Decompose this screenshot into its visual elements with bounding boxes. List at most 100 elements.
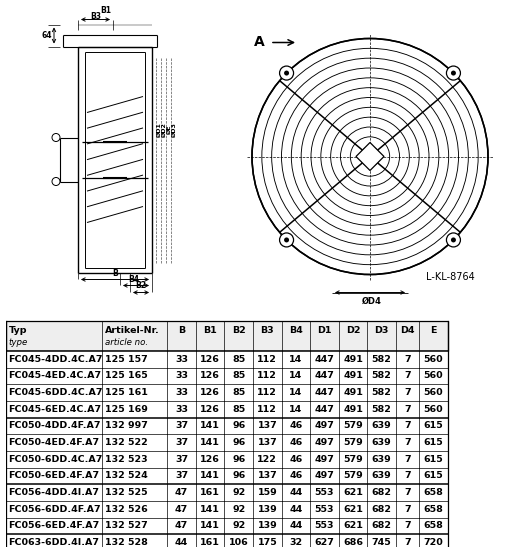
Text: ØD4: ØD4 bbox=[362, 296, 382, 305]
Text: 132 523: 132 523 bbox=[105, 455, 147, 464]
Text: 46: 46 bbox=[289, 471, 303, 480]
Text: 141: 141 bbox=[200, 438, 220, 447]
Text: 132 524: 132 524 bbox=[105, 471, 147, 480]
Text: 37: 37 bbox=[175, 455, 188, 464]
Text: 33: 33 bbox=[175, 371, 188, 381]
Text: 621: 621 bbox=[343, 521, 363, 530]
Text: 64: 64 bbox=[41, 31, 52, 40]
Text: 47: 47 bbox=[175, 488, 189, 497]
Text: 491: 491 bbox=[343, 388, 363, 397]
Text: 175: 175 bbox=[258, 538, 277, 547]
Text: 137: 137 bbox=[258, 438, 277, 447]
Text: 682: 682 bbox=[372, 488, 391, 497]
Text: 92: 92 bbox=[232, 488, 245, 497]
Text: 126: 126 bbox=[200, 371, 220, 381]
Text: 92: 92 bbox=[232, 505, 245, 514]
Text: 125 165: 125 165 bbox=[105, 371, 147, 381]
Circle shape bbox=[284, 70, 289, 75]
Text: 14: 14 bbox=[289, 405, 303, 414]
Text: 112: 112 bbox=[258, 355, 277, 364]
Text: A: A bbox=[254, 36, 265, 50]
Text: 159: 159 bbox=[258, 488, 277, 497]
Bar bbox=[6, 534, 448, 550]
Text: 447: 447 bbox=[314, 388, 335, 397]
Text: 686: 686 bbox=[343, 538, 363, 547]
Text: 582: 582 bbox=[372, 405, 391, 414]
Text: FC045-6DD.4C.A7: FC045-6DD.4C.A7 bbox=[8, 388, 103, 397]
Bar bbox=[6, 501, 448, 518]
Text: FC045-4ED.4C.A7: FC045-4ED.4C.A7 bbox=[8, 371, 101, 381]
Text: 37: 37 bbox=[175, 438, 188, 447]
Text: 615: 615 bbox=[424, 455, 443, 464]
Text: 560: 560 bbox=[424, 405, 443, 414]
Text: FC050-6ED.4F.A7: FC050-6ED.4F.A7 bbox=[8, 471, 100, 480]
Text: 560: 560 bbox=[424, 388, 443, 397]
Text: 7: 7 bbox=[404, 388, 411, 397]
Text: D3: D3 bbox=[374, 326, 389, 336]
Text: 14: 14 bbox=[289, 371, 303, 381]
Text: 112: 112 bbox=[258, 371, 277, 381]
Text: 106: 106 bbox=[229, 538, 249, 547]
Text: 33: 33 bbox=[175, 355, 188, 364]
Text: 137: 137 bbox=[258, 421, 277, 431]
Text: D4: D4 bbox=[400, 326, 415, 336]
Text: L-KL-8764: L-KL-8764 bbox=[426, 272, 475, 283]
Text: 44: 44 bbox=[289, 505, 303, 514]
Text: D1: D1 bbox=[317, 326, 332, 336]
Text: 126: 126 bbox=[200, 455, 220, 464]
Text: 132 525: 132 525 bbox=[105, 488, 147, 497]
Text: 47: 47 bbox=[175, 505, 189, 514]
Text: FC056-6DD.4F.A7: FC056-6DD.4F.A7 bbox=[8, 505, 101, 514]
Text: 7: 7 bbox=[404, 438, 411, 447]
Text: 126: 126 bbox=[200, 405, 220, 414]
Circle shape bbox=[447, 233, 460, 247]
Text: 96: 96 bbox=[232, 438, 245, 447]
Circle shape bbox=[279, 66, 294, 80]
Text: 44: 44 bbox=[175, 538, 189, 547]
Bar bbox=[6, 384, 448, 401]
Text: 112: 112 bbox=[258, 388, 277, 397]
Text: 126: 126 bbox=[200, 355, 220, 364]
Text: 112: 112 bbox=[258, 405, 277, 414]
Circle shape bbox=[284, 238, 289, 243]
Text: 582: 582 bbox=[372, 355, 391, 364]
Text: 639: 639 bbox=[372, 455, 391, 464]
Text: 46: 46 bbox=[289, 438, 303, 447]
Text: 141: 141 bbox=[200, 471, 220, 480]
Text: 560: 560 bbox=[424, 355, 443, 364]
Text: 139: 139 bbox=[258, 521, 277, 530]
Text: 615: 615 bbox=[424, 438, 443, 447]
Text: 447: 447 bbox=[314, 355, 335, 364]
Text: 85: 85 bbox=[232, 405, 245, 414]
Text: 639: 639 bbox=[372, 421, 391, 431]
Bar bbox=[6, 451, 448, 468]
Text: 560: 560 bbox=[424, 371, 443, 381]
Text: 141: 141 bbox=[200, 421, 220, 431]
Text: 33: 33 bbox=[175, 388, 188, 397]
Text: B2: B2 bbox=[135, 280, 147, 289]
Text: 7: 7 bbox=[404, 421, 411, 431]
Text: 447: 447 bbox=[314, 371, 335, 381]
Text: 141: 141 bbox=[200, 521, 220, 530]
Text: 14: 14 bbox=[289, 388, 303, 397]
Text: 615: 615 bbox=[424, 471, 443, 480]
Circle shape bbox=[279, 233, 294, 247]
Bar bbox=[6, 484, 448, 501]
Circle shape bbox=[451, 70, 456, 75]
Text: 46: 46 bbox=[289, 455, 303, 464]
Text: B1: B1 bbox=[203, 326, 217, 336]
Text: 125 169: 125 169 bbox=[105, 405, 148, 414]
Text: FC045-4DD.4C.A7: FC045-4DD.4C.A7 bbox=[8, 355, 103, 364]
Circle shape bbox=[451, 238, 456, 243]
Text: 32: 32 bbox=[289, 538, 303, 547]
Text: 132 526: 132 526 bbox=[105, 505, 147, 514]
Bar bbox=[6, 351, 448, 367]
Text: ØD1: ØD1 bbox=[157, 122, 162, 137]
Text: 139: 139 bbox=[258, 505, 277, 514]
Text: 92: 92 bbox=[232, 521, 245, 530]
Text: ØE: ØE bbox=[167, 125, 172, 134]
Text: 621: 621 bbox=[343, 488, 363, 497]
Text: D2: D2 bbox=[346, 326, 360, 336]
Text: 658: 658 bbox=[424, 488, 443, 497]
Text: B4: B4 bbox=[129, 274, 140, 283]
